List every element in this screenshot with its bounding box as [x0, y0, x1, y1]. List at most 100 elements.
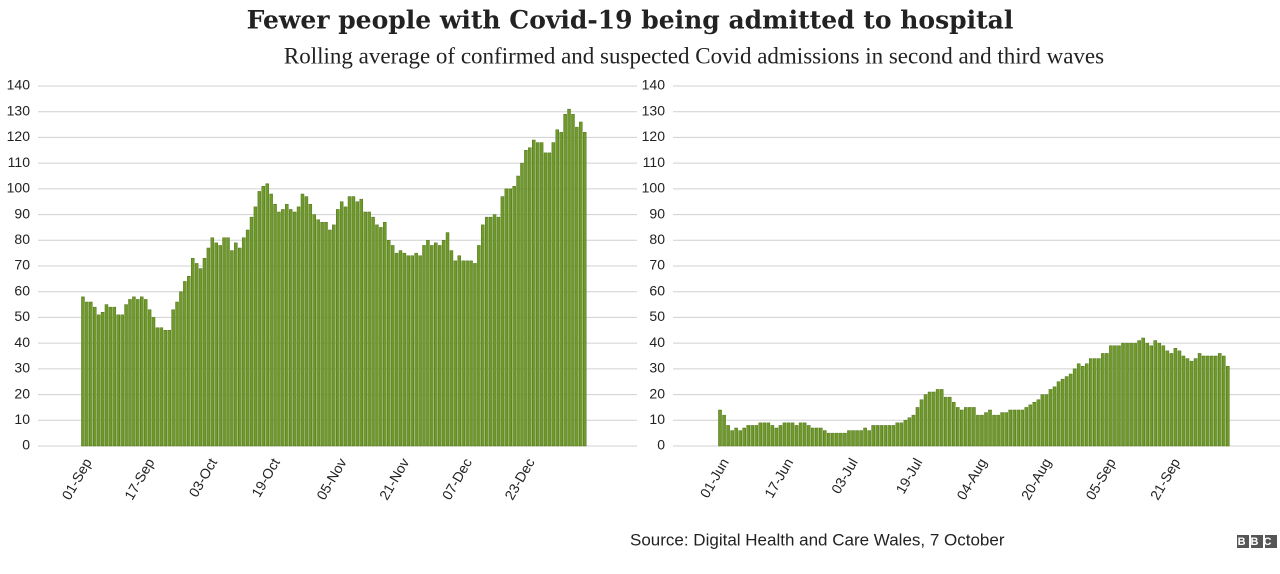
bar	[524, 150, 528, 447]
bar	[124, 304, 128, 447]
bar	[1004, 412, 1008, 447]
bar	[332, 224, 336, 447]
bar	[907, 417, 912, 447]
bar	[911, 414, 916, 447]
bar	[1197, 353, 1202, 447]
bar	[988, 409, 992, 447]
bar	[437, 245, 442, 447]
bar	[919, 399, 924, 447]
y-tick-label: 70	[14, 257, 30, 273]
bar	[758, 422, 763, 447]
bar	[210, 237, 215, 447]
bar	[132, 296, 136, 447]
bar	[194, 263, 199, 447]
bar	[277, 211, 281, 447]
chart-subtitle: Rolling average of confirmed and suspect…	[284, 43, 1104, 68]
bar	[383, 222, 387, 447]
bar	[1088, 358, 1093, 447]
x-tick-label: 03-Oct	[185, 455, 220, 499]
bar	[445, 232, 450, 447]
bar	[285, 204, 289, 447]
bar	[1052, 386, 1057, 447]
y-tick-label: 60	[14, 282, 30, 298]
bar	[253, 206, 258, 447]
bar	[238, 247, 242, 447]
bar	[296, 206, 301, 447]
bar	[814, 427, 819, 447]
bar	[363, 211, 367, 447]
source: Source: Digital Health and Care Wales, 7…	[630, 530, 1005, 549]
y-tick-label: 0	[657, 437, 665, 453]
bar	[406, 255, 411, 447]
bar	[746, 425, 751, 447]
bar	[762, 422, 767, 447]
bar	[774, 427, 779, 447]
bar	[234, 242, 238, 447]
bar	[883, 425, 888, 447]
bar	[410, 255, 414, 447]
bar	[257, 191, 262, 447]
bar	[469, 260, 473, 447]
bar	[863, 427, 867, 447]
bar	[426, 240, 430, 447]
bar	[422, 245, 426, 447]
bar	[328, 229, 332, 447]
y-tick-label: 100	[7, 180, 31, 196]
bar	[1000, 412, 1004, 447]
bar	[206, 247, 211, 447]
bar	[956, 407, 960, 447]
bar	[477, 245, 481, 447]
y-tick-label: 40	[649, 334, 665, 350]
bar	[198, 268, 203, 447]
bar	[939, 389, 944, 447]
bar	[532, 139, 536, 447]
bar	[1068, 373, 1073, 447]
bar	[567, 108, 571, 447]
bar	[1080, 366, 1085, 447]
bar	[226, 237, 230, 447]
bar	[968, 407, 972, 447]
bar	[461, 260, 465, 447]
bar	[136, 299, 140, 447]
bar	[871, 425, 875, 447]
bar	[441, 240, 446, 447]
x-tick-label: 05-Sep	[1082, 455, 1119, 502]
bar	[794, 425, 799, 447]
bar	[453, 260, 458, 447]
bar	[143, 299, 148, 447]
y-tick-label: 10	[14, 411, 30, 427]
y-tick-label: 40	[14, 334, 30, 350]
chart-title: Fewer people with Covid-19 being admitte…	[247, 6, 1014, 35]
bar	[187, 276, 191, 447]
bar	[473, 263, 477, 447]
bar	[1105, 353, 1109, 447]
bar	[269, 193, 273, 447]
bar	[375, 224, 379, 447]
bar	[943, 396, 948, 447]
bar	[359, 198, 364, 447]
bar	[750, 425, 755, 447]
bar	[520, 162, 524, 447]
bar	[927, 391, 932, 447]
bar	[1097, 358, 1101, 447]
bar	[1044, 394, 1049, 447]
bar	[1040, 394, 1045, 447]
logo-text: BBC	[1238, 536, 1277, 548]
bar	[1121, 342, 1125, 447]
bar	[535, 142, 540, 447]
bar	[810, 427, 815, 447]
bar	[802, 422, 807, 447]
bar	[571, 114, 575, 447]
bar	[155, 327, 160, 447]
bar	[1117, 345, 1121, 447]
bar	[1169, 353, 1174, 447]
bar	[430, 245, 434, 447]
bar	[108, 306, 113, 447]
bar	[718, 409, 722, 447]
bar	[300, 193, 305, 447]
bar	[895, 422, 900, 447]
x-tick-label: 17-Jun	[761, 455, 796, 500]
y-tick-label: 0	[22, 437, 30, 453]
bar	[81, 296, 85, 447]
y-tick-label: 50	[649, 308, 665, 324]
